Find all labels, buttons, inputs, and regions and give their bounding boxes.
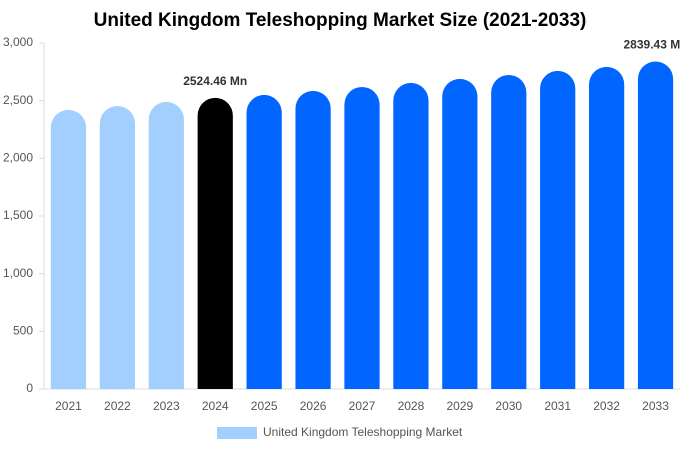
x-tick-label: 2024: [202, 399, 229, 413]
bar: [148, 101, 184, 389]
x-tick-label: 2025: [251, 399, 278, 413]
bar: [99, 105, 135, 389]
bar: [442, 78, 478, 390]
legend-label: United Kingdom Teleshopping Market: [263, 425, 463, 439]
y-tick-label: 1,000: [3, 266, 33, 280]
bar: [50, 109, 87, 390]
x-tick-label: 2032: [593, 399, 620, 413]
x-tick-label: 2033: [642, 399, 669, 413]
bar: [197, 97, 233, 390]
bar: [540, 70, 576, 389]
y-tick-label: 3,000: [3, 35, 33, 49]
y-tick-label: 500: [13, 324, 33, 338]
bar: [344, 86, 380, 389]
x-tick-label: 2031: [544, 399, 571, 413]
bar: [295, 90, 331, 389]
y-tick-label: 2,500: [3, 93, 33, 107]
y-tick-label: 0: [26, 381, 33, 395]
bar: [246, 94, 282, 389]
bar: [637, 61, 674, 389]
bar: [393, 82, 429, 389]
x-tick-label: 2028: [398, 399, 425, 413]
chart-title: United Kingdom Teleshopping Market Size …: [94, 10, 587, 31]
x-tick-label: 2023: [153, 399, 180, 413]
x-tick-label: 2021: [55, 399, 82, 413]
x-tick-label: 2022: [104, 399, 131, 413]
x-tick-label: 2027: [349, 399, 376, 413]
x-tick-label: 2026: [300, 399, 327, 413]
x-tick-label: 2030: [495, 399, 522, 413]
legend-swatch: [217, 427, 257, 439]
value-label: 2839.43 Mn: [624, 38, 680, 52]
value-label: 2524.46 Mn: [183, 74, 247, 88]
bar: [491, 74, 527, 390]
x-tick-label: 2029: [446, 399, 473, 413]
y-tick-label: 2,000: [3, 151, 33, 165]
y-tick-label: 1,500: [3, 208, 33, 222]
bar: [589, 66, 625, 390]
